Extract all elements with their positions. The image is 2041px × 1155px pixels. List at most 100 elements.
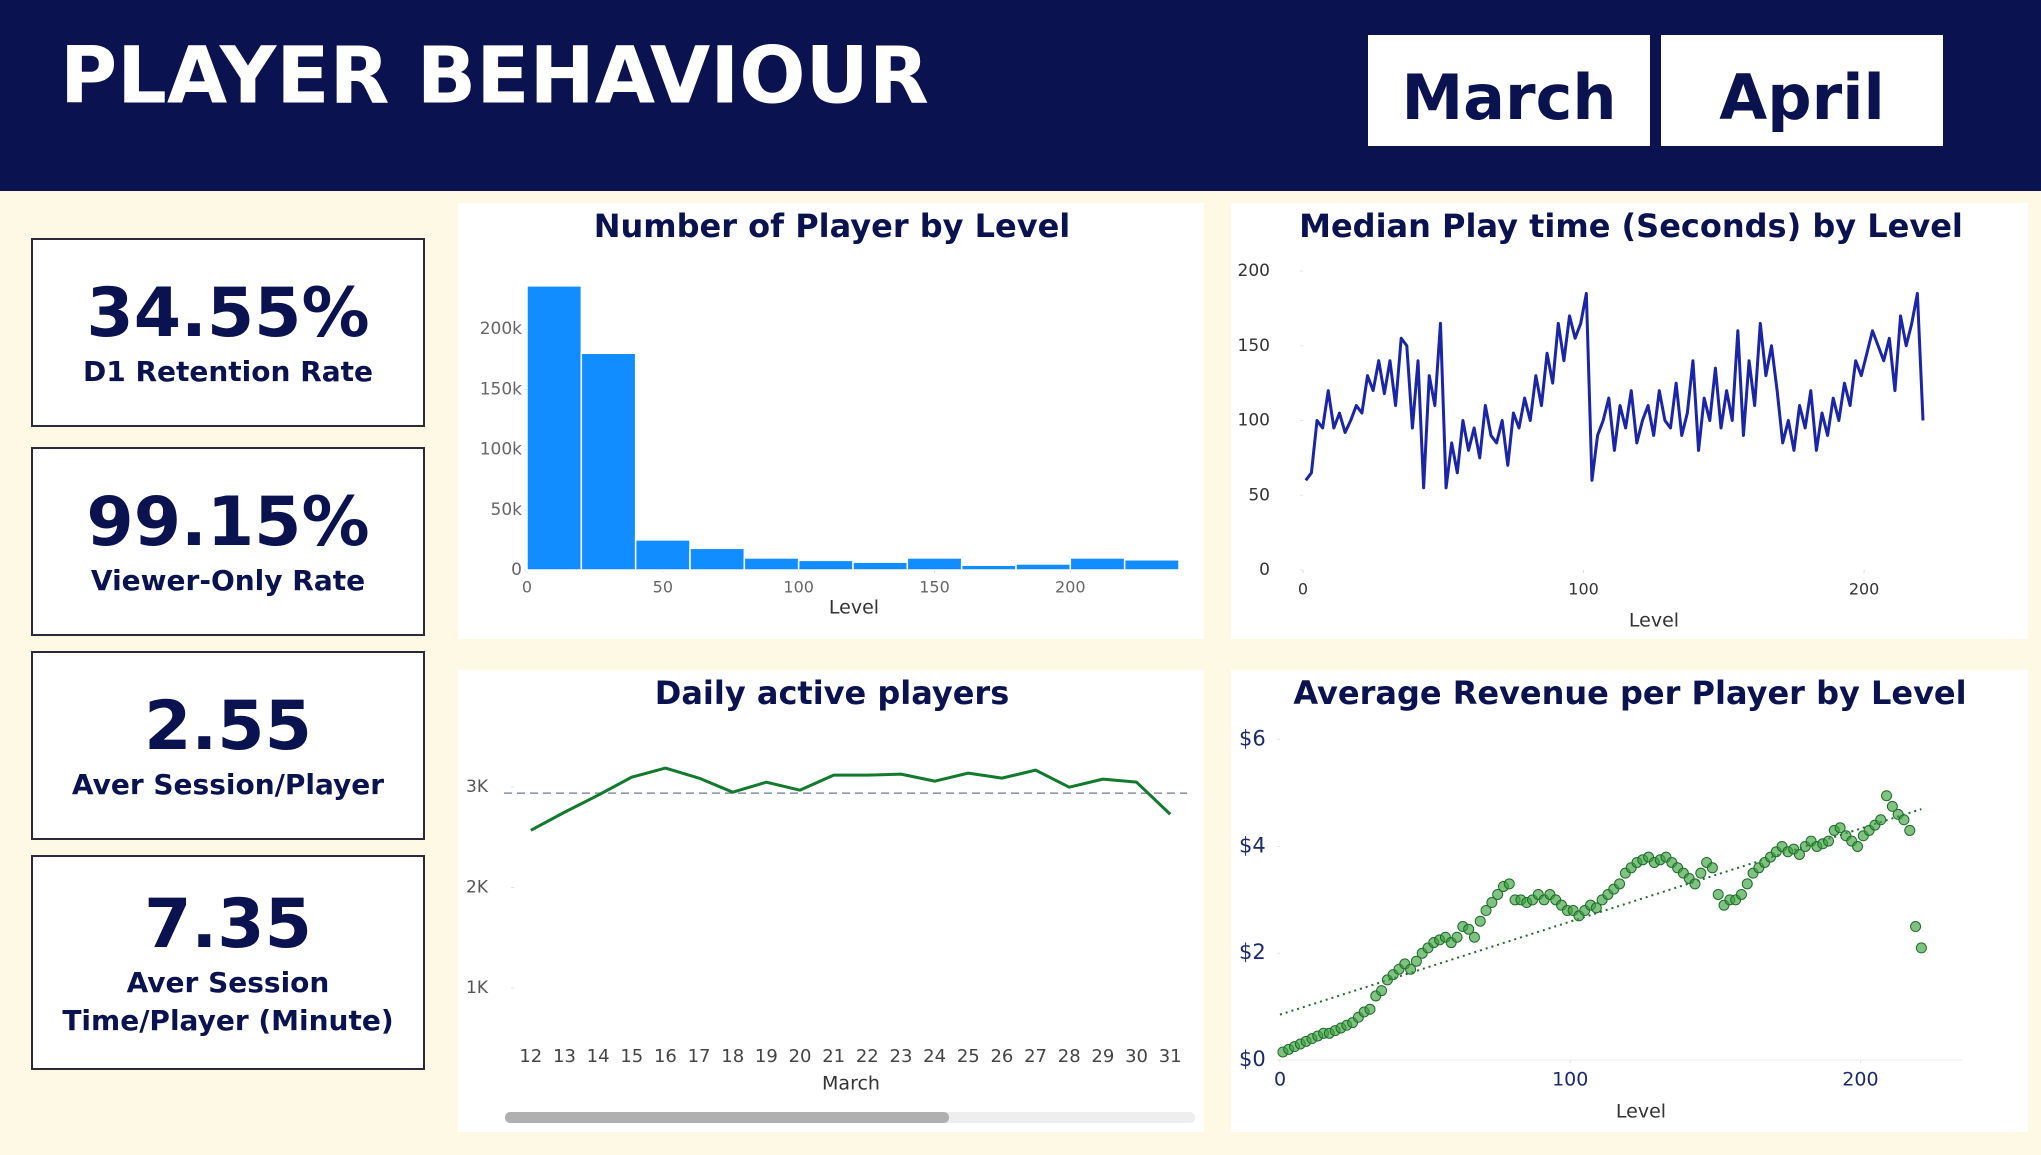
x-tick-label: 100 (783, 578, 814, 597)
bar (797, 559, 854, 571)
kpi-value: 7.35 (144, 884, 312, 964)
scatter-point (1834, 822, 1846, 834)
scatter-point (1689, 878, 1701, 890)
x-tick-label: 0 (1298, 580, 1308, 599)
x-tick-label: 25 (957, 1046, 980, 1067)
chart-title: Median Play time (Seconds) by Level (1299, 207, 1963, 245)
kpi-value: 34.55% (86, 273, 370, 353)
scatter-point (1852, 840, 1864, 852)
bar (1015, 563, 1072, 571)
y-tick-label: 50k (491, 500, 523, 520)
x-tick-label: 28 (1058, 1046, 1081, 1067)
y-tick-label: 150 (1238, 336, 1270, 356)
x-axis-label: Level (829, 597, 879, 619)
x-tick-label: 200 (1849, 580, 1880, 599)
data-line (1304, 291, 1925, 490)
chart-panel (1231, 203, 2028, 639)
y-tick-label: 50 (1248, 485, 1270, 505)
scatter-point (1480, 905, 1492, 917)
page-title: PLAYER BEHAVIOUR (60, 31, 929, 121)
x-tick-label: 14 (587, 1046, 610, 1067)
x-tick-label: 15 (620, 1046, 643, 1067)
kpi-card: 2.55 Aver Session/Player (31, 651, 425, 840)
x-tick-label: 26 (990, 1046, 1013, 1067)
bar (906, 557, 963, 571)
kpi-label: Aver Session/Player (71, 767, 385, 801)
scatter-point (1695, 867, 1707, 879)
y-tick-label: 200k (480, 319, 522, 339)
x-tick-label: 0 (1274, 1069, 1286, 1091)
scatter-point (1486, 897, 1498, 909)
scatter-point (1712, 889, 1724, 900)
month-button[interactable] (1368, 35, 1650, 146)
x-tick-label: 200 (1055, 578, 1086, 597)
x-axis-label: Level (1616, 1101, 1666, 1123)
scatter-point (1451, 931, 1463, 943)
month-button-label[interactable]: March (1401, 61, 1616, 134)
scatter-point (1886, 800, 1898, 812)
scatter-point (1735, 889, 1747, 900)
scatter-point (1706, 862, 1718, 874)
scatter-point (1376, 985, 1388, 997)
scatter-point (1741, 878, 1753, 890)
kpi-value: 99.15% (86, 482, 370, 562)
scatter-point (1875, 814, 1887, 826)
x-tick-label: 150 (919, 578, 950, 597)
y-tick-label: 2K (466, 878, 489, 898)
bar (689, 547, 746, 571)
trend-line (1279, 808, 1922, 1016)
chart-title: Number of Player by Level (594, 207, 1071, 245)
scatter-point (1364, 1003, 1376, 1015)
data-line (530, 766, 1172, 832)
scatter-point (1614, 878, 1626, 890)
scatter-point (1474, 915, 1486, 927)
x-tick-label: 31 (1159, 1046, 1182, 1067)
y-tick-label: 3K (466, 777, 489, 797)
x-axis-label: Level (1629, 610, 1679, 632)
scatter-point (1793, 848, 1805, 860)
chart-panel (1231, 670, 2028, 1132)
kpi-label: Viewer-Only Rate (90, 563, 366, 597)
bar (743, 557, 800, 571)
y-tick-label: $6 (1239, 727, 1266, 751)
x-tick-label: 24 (923, 1046, 946, 1067)
bar (852, 561, 909, 571)
y-tick-label: 100 (1238, 411, 1270, 431)
x-tick-label: 23 (890, 1046, 913, 1067)
x-tick-label: 13 (553, 1046, 576, 1067)
month-button-label[interactable]: April (1719, 61, 1884, 134)
y-tick-label: $0 (1239, 1047, 1266, 1071)
bar (526, 285, 583, 571)
x-tick-label: 18 (721, 1046, 744, 1067)
scatter-point (1503, 878, 1515, 890)
scatter-point (1410, 955, 1422, 967)
y-tick-label: $2 (1239, 940, 1266, 964)
scatter-point (1468, 931, 1480, 943)
y-tick-label: $4 (1239, 833, 1266, 857)
month-button[interactable] (1661, 35, 1943, 146)
chart-panel (458, 670, 1204, 1132)
x-tick-label: 22 (856, 1046, 879, 1067)
kpi-card: 34.55% D1 Retention Rate (31, 238, 425, 427)
x-tick-label: 100 (1552, 1069, 1588, 1091)
x-tick-label: 27 (1024, 1046, 1047, 1067)
scatter-point (1823, 835, 1835, 847)
x-tick-label: 19 (755, 1046, 778, 1067)
x-tick-label: 30 (1125, 1046, 1148, 1067)
y-tick-label: 0 (1259, 560, 1270, 580)
chart-title: Average Revenue per Player by Level (1293, 674, 1966, 712)
x-tick-label: 16 (654, 1046, 677, 1067)
chart-title: Daily active players (655, 674, 1010, 712)
x-tick-label: 21 (822, 1046, 845, 1067)
kpi-label: Aver Session Time/Player (Minute) (62, 965, 394, 1037)
scrollbar-thumb[interactable] (505, 1112, 949, 1123)
scatter-point (1590, 902, 1602, 914)
x-axis-label: March (822, 1073, 880, 1095)
x-tick-label: 17 (688, 1046, 711, 1067)
y-tick-label: 200 (1238, 261, 1270, 281)
kpi-card: 99.15% Viewer-Only Rate (31, 447, 425, 636)
scatter-point (1898, 814, 1910, 826)
kpi-label: D1 Retention Rate (82, 354, 374, 388)
y-tick-label: 1K (466, 978, 489, 998)
